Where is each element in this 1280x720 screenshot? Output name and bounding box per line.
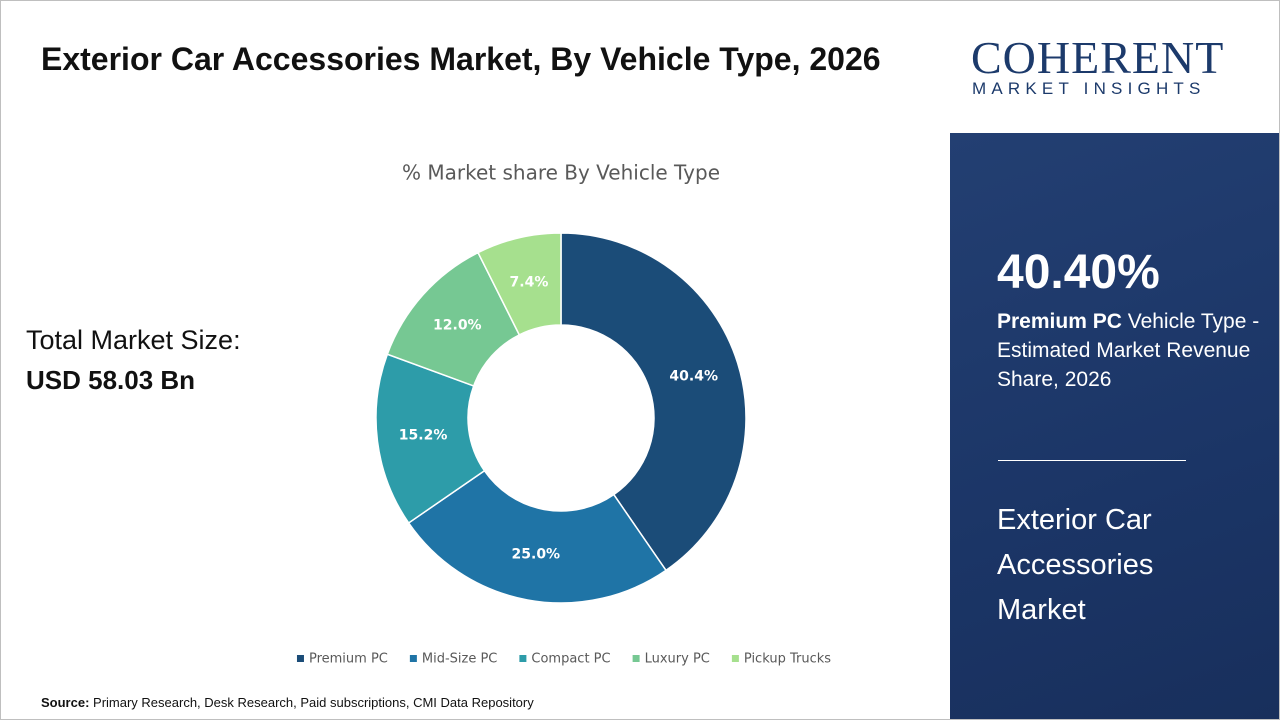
pie-slice	[407, 469, 667, 604]
chart-title: % Market share By Vehicle Type	[402, 161, 720, 185]
data-label: 12.0%	[433, 317, 482, 333]
data-label: 15.2%	[399, 427, 448, 443]
legend-label: Mid-Size PC	[422, 652, 498, 667]
page-title: Exterior Car Accessories Market, By Vehi…	[41, 41, 881, 77]
chart: % Market share By Vehicle Type 40.4% 25.0…	[296, 161, 831, 667]
logo-area	[950, 1, 1279, 133]
legend-label: Pickup Trucks	[744, 652, 831, 667]
legend-marker	[519, 655, 527, 662]
highlight-description: Premium PC Vehicle Type - Estimated Mark…	[997, 307, 1262, 394]
highlight-text: Vehicle Type - Estimated Market Revenue …	[997, 310, 1260, 391]
data-label: 40.4%	[669, 369, 718, 385]
side-panel	[950, 133, 1279, 719]
pie-slice	[477, 232, 562, 336]
logo-tagline: MARKET INSIGHTS	[972, 79, 1206, 98]
highlight-value: 40.40%	[997, 246, 1160, 299]
data-label: 25.0%	[512, 547, 561, 563]
pie-slice	[560, 232, 747, 572]
highlight-market: Exterior Car Accessories Market	[997, 504, 1154, 626]
legend-label: Compact PC	[531, 652, 610, 667]
data-label: 7.4%	[510, 275, 549, 291]
legend-marker	[409, 655, 417, 662]
legend-marker	[731, 655, 739, 662]
divider	[998, 460, 1186, 461]
source-label: Source:	[41, 695, 90, 710]
source: Source: Primary Research, Desk Research,…	[41, 695, 534, 710]
legend-label: Premium PC	[309, 652, 388, 667]
market-size-label: Total Market Size:	[26, 325, 241, 355]
legend-marker	[632, 655, 640, 662]
logo-name: COHERENT	[971, 32, 1225, 83]
legend-label: Luxury PC	[645, 652, 710, 667]
legend-marker	[296, 655, 304, 662]
market-size-value: USD 58.03 Bn	[26, 365, 196, 395]
source-text: Primary Research, Desk Research, Paid su…	[93, 695, 534, 710]
legend: Premium PC Mid-Size PC Compact PC Luxury PC…	[296, 652, 831, 667]
highlight-segment: Premium PC	[997, 310, 1122, 333]
